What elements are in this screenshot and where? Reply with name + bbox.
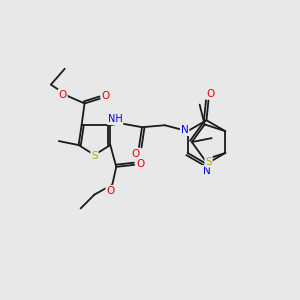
- Text: N: N: [202, 166, 210, 176]
- Text: NH: NH: [108, 114, 123, 124]
- Text: S: S: [91, 151, 98, 161]
- Text: O: O: [206, 88, 214, 98]
- Text: O: O: [58, 89, 67, 100]
- Text: O: O: [106, 186, 114, 196]
- Text: O: O: [136, 159, 144, 169]
- Text: S: S: [205, 157, 212, 167]
- Text: O: O: [131, 149, 139, 159]
- Text: N: N: [181, 125, 188, 135]
- Text: O: O: [101, 91, 110, 100]
